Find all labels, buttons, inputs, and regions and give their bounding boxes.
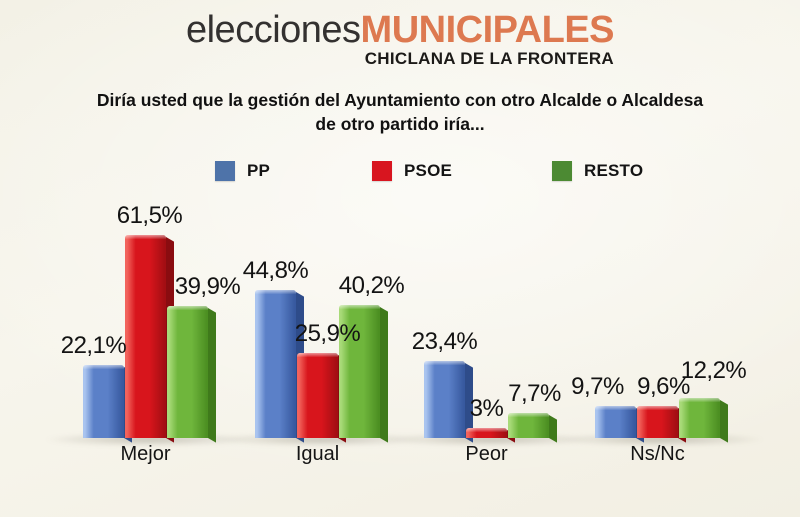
bar-psoe-nsnc	[637, 406, 678, 438]
legend-label-resto: RESTO	[584, 161, 644, 180]
legend-label-pp: PP	[247, 161, 271, 180]
category-label-peor: Peor	[465, 443, 508, 465]
value-label-pp-mejor: 22,1%	[60, 332, 127, 359]
bar-group-nsnc: 9,7% 9,6% 12,2% Ns/Nc	[533, 195, 788, 465]
bar-group-igual: 44,8% 25,9% 40,2% Igual	[193, 195, 448, 465]
bar-chart: 22,1% 61,5% 39,9% Mejor 44,8% 25,9% 40,2% Igual…	[0, 195, 800, 465]
value-label-psoe-mejor: 61,5%	[116, 202, 183, 229]
value-label-psoe-nsnc: 9,6%	[637, 373, 690, 400]
legend-swatch-resto	[552, 161, 572, 181]
bar-pp-nsnc	[595, 406, 636, 438]
legend-swatch-psoe	[372, 161, 392, 181]
title-regular: elecciones	[185, 9, 361, 51]
header: eleccionesMUNICIPALES CHICLANA DE LA FRO…	[0, 8, 800, 69]
legend-item-resto: RESTO	[552, 160, 643, 182]
question-line-2: de otro partido iría...	[315, 114, 485, 134]
bar-pp-igual	[255, 290, 296, 438]
category-label-nsnc: Ns/Nc	[630, 443, 685, 465]
header-title-block: eleccionesMUNICIPALES CHICLANA DE LA FRO…	[185, 8, 615, 69]
value-label-pp-nsnc: 9,7%	[571, 373, 624, 400]
bar-psoe-peor	[466, 428, 507, 438]
value-label-resto-mejor: 39,9%	[174, 273, 241, 300]
legend-item-psoe: PSOE	[372, 160, 452, 182]
category-label-igual: Igual	[295, 443, 340, 465]
bar-resto-mejor	[167, 306, 208, 438]
category-label-mejor: Mejor	[120, 443, 171, 465]
value-label-pp-peor: 23,4%	[411, 328, 478, 355]
page-title: eleccionesMUNICIPALES	[185, 8, 615, 52]
bar-resto-igual	[339, 305, 380, 438]
title-accent: MUNICIPALES	[360, 9, 615, 51]
bar-pp-mejor	[83, 365, 124, 438]
bar-pp-peor	[424, 361, 465, 438]
value-label-resto-igual: 40,2%	[338, 272, 405, 299]
subtitle: CHICLANA DE LA FRONTERA	[364, 49, 615, 68]
question-line-1: Diría usted que la gestión del Ayuntamie…	[96, 90, 704, 110]
bar-resto-peor	[508, 413, 549, 438]
legend-swatch-pp	[215, 161, 235, 181]
legend: PP PSOE RESTO	[0, 160, 800, 184]
bar-group-peor: 23,4% 3% 7,7% Peor	[362, 195, 617, 465]
bar-psoe-mejor	[125, 235, 166, 438]
value-label-psoe-igual: 25,9%	[294, 320, 361, 347]
value-label-resto-peor: 7,7%	[508, 380, 561, 407]
question-text: Diría usted que la gestión del Ayuntamie…	[0, 88, 800, 136]
legend-label-psoe: PSOE	[404, 161, 453, 180]
legend-item-pp: PP	[215, 160, 270, 182]
bar-psoe-igual	[297, 353, 338, 438]
value-label-resto-nsnc: 12,2%	[680, 357, 747, 384]
bar-resto-nsnc	[679, 398, 720, 438]
bar-group-mejor: 22,1% 61,5% 39,9% Mejor	[21, 195, 276, 465]
value-label-psoe-peor: 3%	[469, 395, 504, 422]
value-label-pp-igual: 44,8%	[242, 257, 309, 284]
